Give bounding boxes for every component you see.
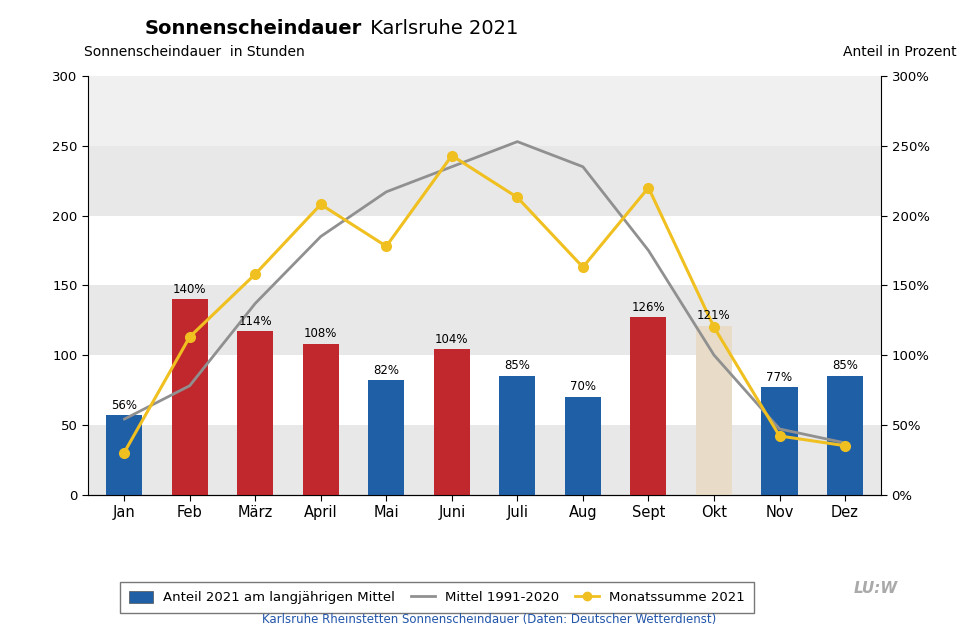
Bar bbox=[106, 415, 142, 495]
Text: Anteil in Prozent: Anteil in Prozent bbox=[842, 46, 956, 60]
Bar bbox=[88, 425, 880, 495]
Bar bbox=[88, 76, 880, 146]
Bar bbox=[564, 397, 600, 495]
Bar bbox=[433, 349, 469, 495]
Text: 85%: 85% bbox=[504, 359, 530, 373]
Text: 104%: 104% bbox=[434, 333, 468, 346]
Bar bbox=[761, 387, 797, 495]
Bar bbox=[302, 344, 338, 495]
Bar bbox=[368, 380, 404, 495]
Text: 121%: 121% bbox=[696, 309, 730, 322]
Bar bbox=[171, 299, 207, 495]
Bar bbox=[695, 326, 732, 495]
Text: Karlsruhe 2021: Karlsruhe 2021 bbox=[364, 19, 518, 38]
Bar bbox=[826, 376, 863, 495]
Bar bbox=[88, 216, 880, 285]
Text: 114%: 114% bbox=[239, 315, 272, 328]
Text: Sonnenscheindauer  in Stunden: Sonnenscheindauer in Stunden bbox=[84, 46, 304, 60]
Text: LU:W: LU:W bbox=[853, 581, 898, 596]
Bar bbox=[499, 376, 535, 495]
Bar bbox=[237, 332, 273, 495]
Text: 108%: 108% bbox=[304, 327, 337, 340]
Legend: Anteil 2021 am langjährigen Mittel, Mittel 1991-2020, Monatssumme 2021: Anteil 2021 am langjährigen Mittel, Mitt… bbox=[119, 581, 754, 614]
Text: 70%: 70% bbox=[569, 380, 596, 393]
Bar bbox=[88, 355, 880, 425]
Text: Sonnenscheindauer: Sonnenscheindauer bbox=[145, 19, 362, 38]
Text: 85%: 85% bbox=[831, 359, 857, 373]
Bar bbox=[630, 318, 666, 495]
Text: 126%: 126% bbox=[631, 301, 665, 314]
Bar bbox=[88, 146, 880, 216]
Text: 56%: 56% bbox=[111, 399, 137, 411]
Bar bbox=[88, 285, 880, 355]
Text: 140%: 140% bbox=[173, 283, 206, 295]
Text: 77%: 77% bbox=[766, 371, 792, 384]
Text: Karlsruhe Rheinstetten Sonnenscheindauer (Daten: Deutscher Wetterdienst): Karlsruhe Rheinstetten Sonnenscheindauer… bbox=[262, 613, 716, 626]
Text: 82%: 82% bbox=[373, 364, 399, 377]
